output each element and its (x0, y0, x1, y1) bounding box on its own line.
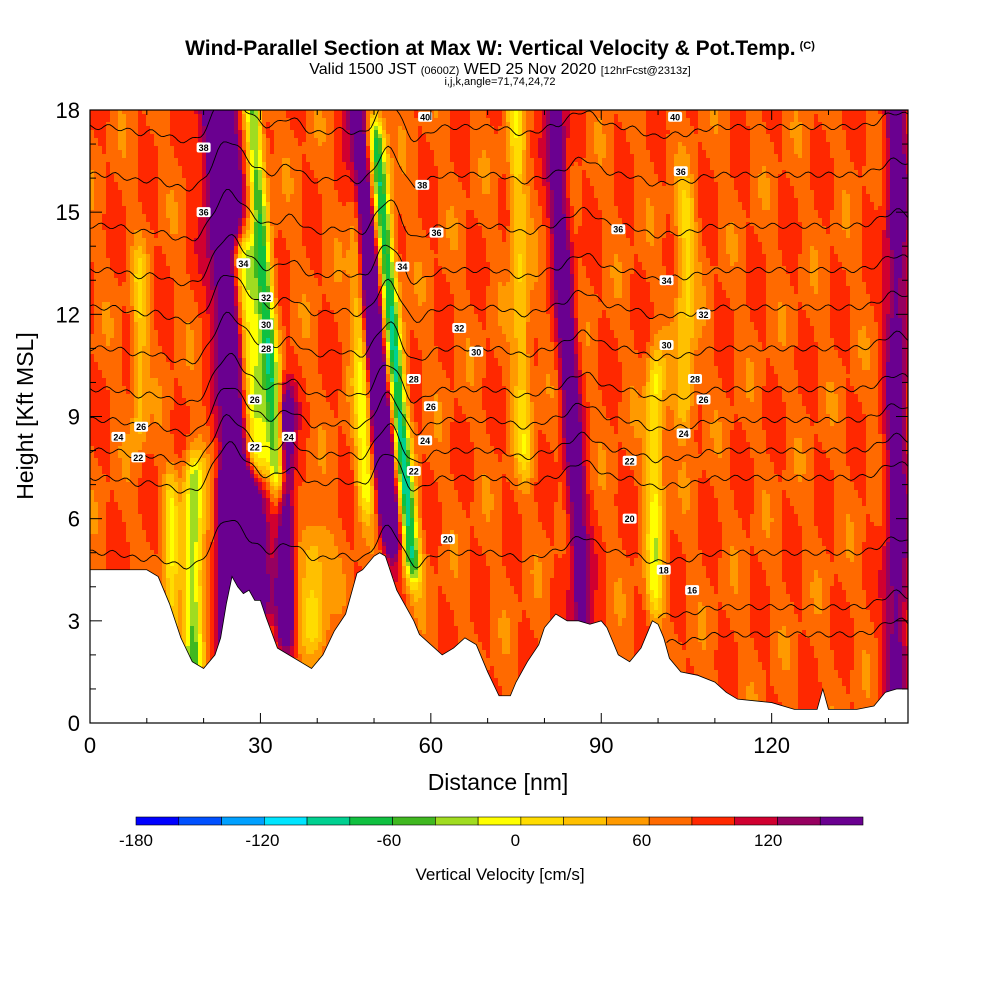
theta-contour-label: 38 (417, 180, 427, 190)
theta-contour-label: 24 (284, 432, 294, 442)
terrain-mask (90, 552, 908, 723)
colorbar-swatch (606, 816, 650, 826)
theta-contour-label: 30 (261, 320, 271, 330)
colorbar-swatch (221, 816, 265, 826)
theta-contour-label: 26 (426, 402, 436, 412)
y-tick-label: 6 (68, 507, 80, 532)
theta-contour-label: 16 (687, 586, 697, 596)
y-tick-label: 15 (56, 200, 80, 225)
theta-contour-label: 24 (113, 432, 123, 442)
colorbar-swatch (135, 816, 180, 826)
colorbar-swatch (349, 816, 393, 826)
chart-subtitle: Valid 1500 JST (0600Z) WED 25 Nov 2020 [… (309, 61, 691, 78)
x-tick-label: 0 (84, 733, 96, 758)
colorbar-tick-label: 120 (754, 831, 782, 850)
x-tick-label: 90 (589, 733, 613, 758)
theta-contour-label: 26 (136, 422, 146, 432)
x-tick-label: 30 (248, 733, 272, 758)
y-tick-label: 9 (68, 405, 80, 430)
theta-contour-label: 40 (670, 112, 680, 122)
y-tick-label: 18 (56, 98, 80, 123)
colorbar-swatch (392, 816, 436, 826)
x-axis-label: Distance [nm] (428, 769, 569, 795)
colorbar-swatch (563, 816, 607, 826)
theta-contours (90, 110, 908, 645)
theta-contour-label: 30 (471, 347, 481, 357)
y-tick-label: 3 (68, 609, 80, 634)
colorbar-swatch (306, 816, 351, 826)
theta-contour-label: 18 (659, 565, 669, 575)
theta-contour-label: 32 (261, 293, 271, 303)
theta-contour-label: 34 (238, 259, 248, 269)
colorbar-tick-label: -120 (245, 831, 279, 850)
colorbar-swatch (477, 816, 522, 826)
theta-contour-label: 32 (454, 323, 464, 333)
theta-contour-label: 36 (432, 228, 442, 238)
theta-contour-label: 22 (250, 443, 260, 453)
theta-contour-label: 20 (625, 514, 635, 524)
y-tick-label: 0 (68, 711, 80, 736)
colorbar-tick-label: -60 (377, 831, 402, 850)
colorbar-swatch (777, 816, 821, 826)
theta-contour-label: 40 (420, 112, 430, 122)
colorbar: -180 -120 -60 0 60 120 (119, 816, 864, 850)
theta-contour-label: 26 (698, 395, 708, 405)
theta-contour-label: 38 (199, 143, 209, 153)
colorbar-label: Vertical Velocity [cm/s] (415, 865, 584, 884)
theta-contour-label: 26 (250, 395, 260, 405)
theta-contour-label: 28 (261, 344, 271, 354)
theta-contour-label: 36 (199, 208, 209, 218)
colorbar-swatch (734, 816, 778, 826)
theta-contour-label: 22 (133, 453, 143, 463)
theta-contour-label: 30 (662, 340, 672, 350)
theta-contour-label: 28 (409, 375, 419, 385)
colorbar-swatch (691, 816, 736, 826)
colorbar-tick-label: -180 (119, 831, 153, 850)
theta-contour-label: 24 (420, 436, 430, 446)
colorbar-swatch (178, 816, 222, 826)
y-axis-label: Height [Kft MSL] (12, 332, 38, 499)
theta-contour-label: 32 (698, 310, 708, 320)
theta-contour-label: 34 (397, 262, 407, 272)
colorbar-swatch (435, 816, 479, 826)
theta-contour-label: 20 (443, 535, 453, 545)
theta-contour-label: 34 (662, 276, 672, 286)
theta-contour-label: 36 (676, 167, 686, 177)
theta-contour-label: 24 (679, 429, 689, 439)
colorbar-tick-label: 60 (632, 831, 651, 850)
y-tick-label: 12 (56, 302, 80, 327)
theta-contour-labels: 38 36 34 32 30 28 26 22 24 26 24 22 40 38 36 34 32 30 28 26… (111, 111, 711, 596)
colorbar-swatch (263, 816, 308, 826)
x-tick-label: 60 (419, 733, 443, 758)
colorbar-swatch (819, 816, 864, 826)
x-tick-label: 120 (753, 733, 790, 758)
theta-contour-label: 22 (409, 466, 419, 476)
theta-contour-label: 36 (613, 225, 623, 235)
chart-indices: i,j,k,angle=71,74,24,72 (444, 76, 556, 88)
colorbar-swatch (648, 816, 693, 826)
theta-contour-label: 22 (625, 456, 635, 466)
theta-contour-label: 28 (690, 375, 700, 385)
colorbar-swatch (520, 816, 564, 826)
chart-title: Wind-Parallel Section at Max W: Vertical… (185, 37, 815, 60)
colorbar-tick-label: 0 (511, 831, 520, 850)
